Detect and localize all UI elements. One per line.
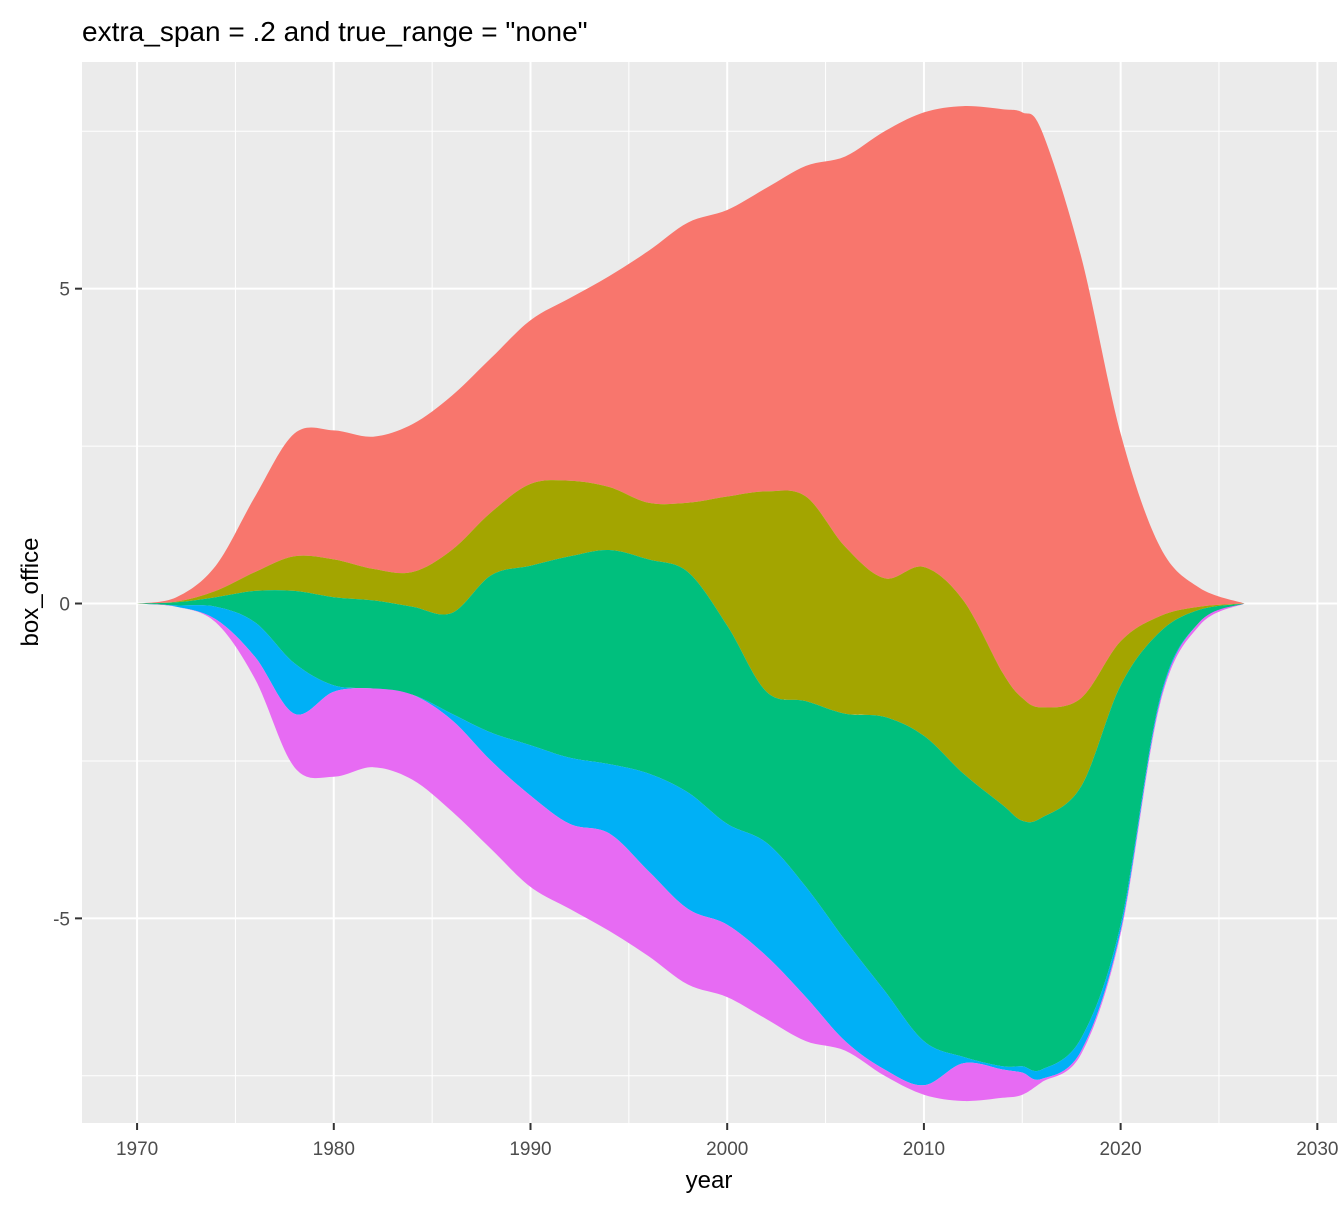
- y-axis-title: box_office: [17, 538, 44, 647]
- x-axis: 1970 1980 1990 2000 2010 2020 2030: [116, 1123, 1338, 1160]
- stream-layer-4: [137, 603, 1245, 1086]
- x-tick-label: 1970: [116, 1139, 158, 1160]
- x-tick-label: 1980: [313, 1139, 355, 1160]
- x-tick-label: 2010: [903, 1139, 945, 1160]
- x-tick-label: 2000: [706, 1139, 748, 1160]
- y-axis: -5 0 5: [53, 280, 82, 930]
- x-tick-label: 2030: [1296, 1139, 1338, 1160]
- chart-title: extra_span = .2 and true_range = "none": [82, 16, 588, 47]
- y-tick-label: 5: [59, 280, 70, 301]
- stream-layer-5: [137, 603, 1245, 1102]
- x-tick-label: 1990: [509, 1139, 551, 1160]
- y-tick-label: 0: [59, 595, 70, 616]
- x-tick-label: 2020: [1099, 1139, 1141, 1160]
- stream-layer-1: [137, 106, 1245, 708]
- stream-layer-2: [137, 480, 1245, 823]
- stream-layers: [137, 106, 1245, 1102]
- stream-layer-3: [137, 549, 1245, 1072]
- x-axis-title: year: [686, 1167, 733, 1194]
- y-tick-label: -5: [53, 909, 70, 930]
